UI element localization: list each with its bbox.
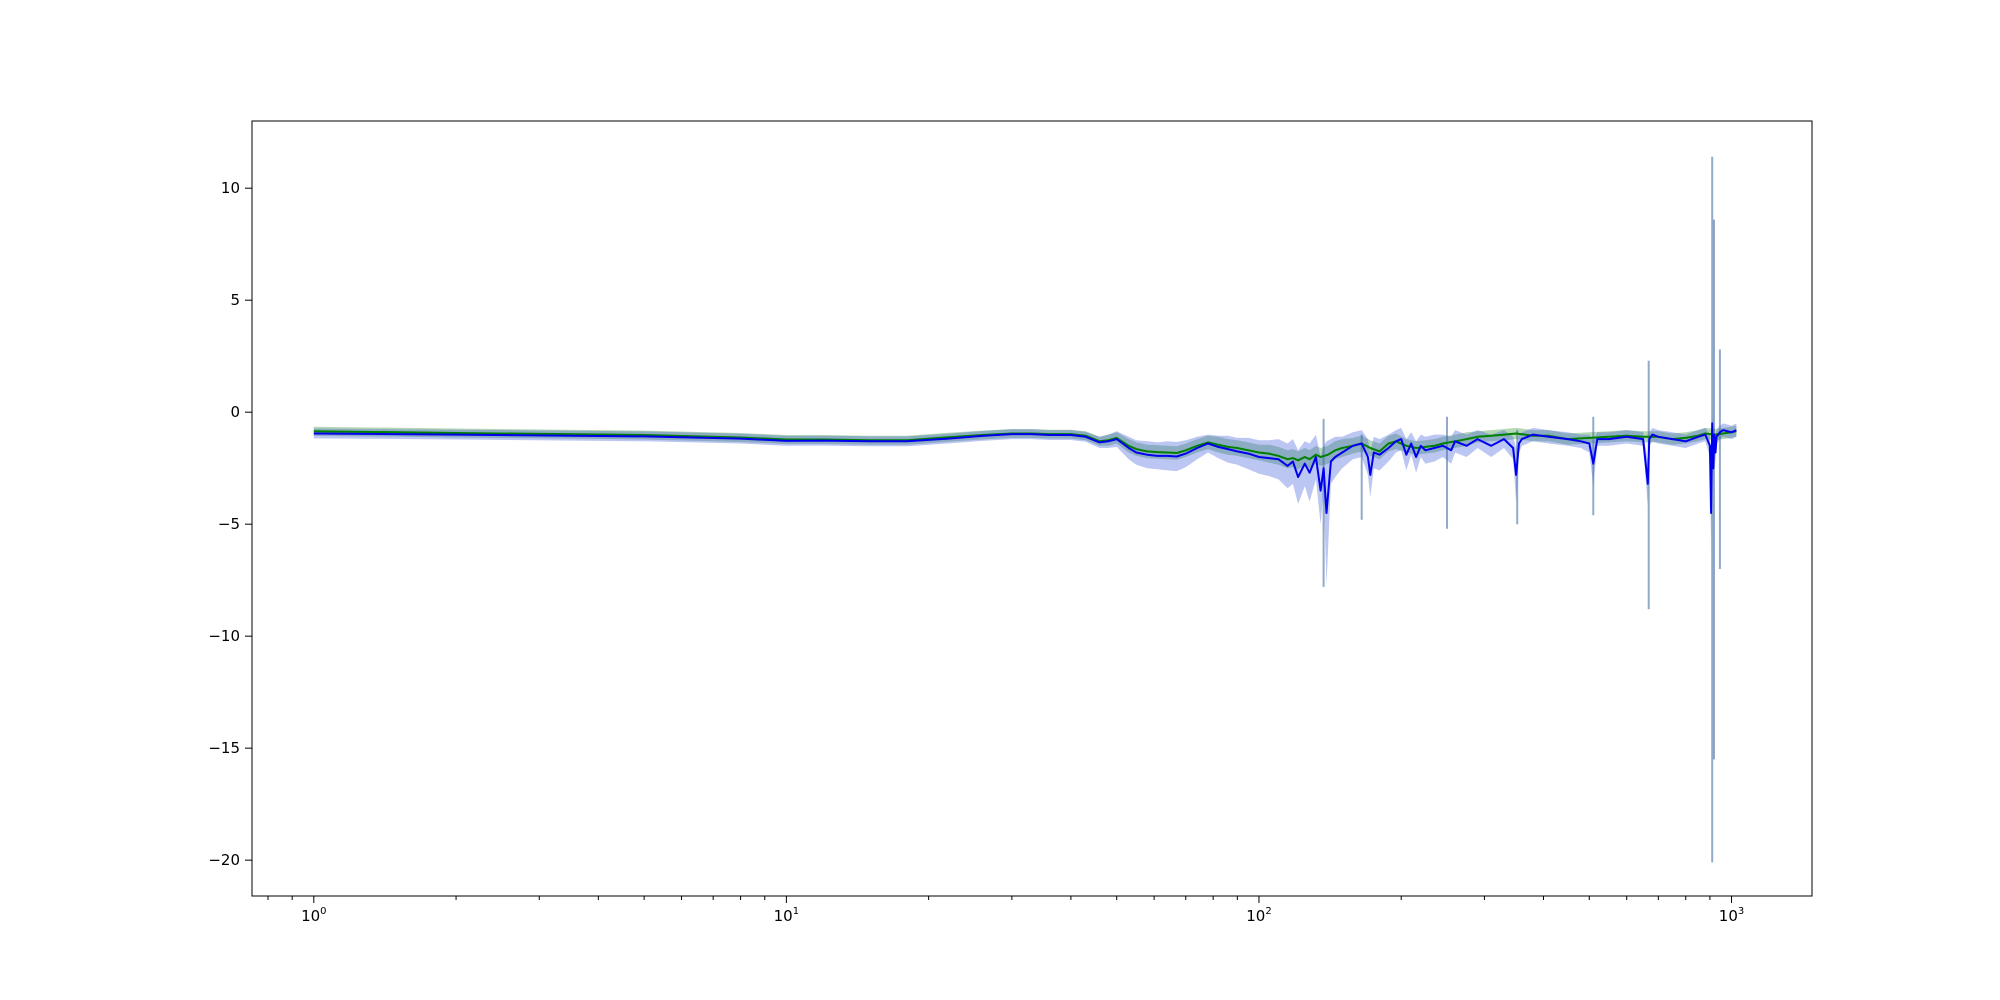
plot-area <box>313 156 1737 863</box>
y-axis: 10 5 0 −5 −10 −15 −20 <box>208 179 252 869</box>
x-tick-label: 102 <box>1246 906 1271 925</box>
axes-frame <box>251 120 1813 897</box>
y-tick-label: −20 <box>208 851 240 869</box>
x-axis: 100 101 102 103 <box>267 896 1744 925</box>
x-tick-label: 103 <box>1719 906 1744 925</box>
x-tick-label: 100 <box>301 906 326 925</box>
y-tick-label: 5 <box>230 291 240 309</box>
series-line-1 <box>313 422 1737 514</box>
y-tick-label: 0 <box>230 403 240 421</box>
y-tick-label: 10 <box>221 179 240 197</box>
y-tick-label: −15 <box>208 739 240 757</box>
y-tick-label: −10 <box>208 627 240 645</box>
confidence-band-1 <box>313 412 1737 585</box>
x-tick-label: 101 <box>774 906 799 925</box>
y-tick-label: −5 <box>218 515 240 533</box>
